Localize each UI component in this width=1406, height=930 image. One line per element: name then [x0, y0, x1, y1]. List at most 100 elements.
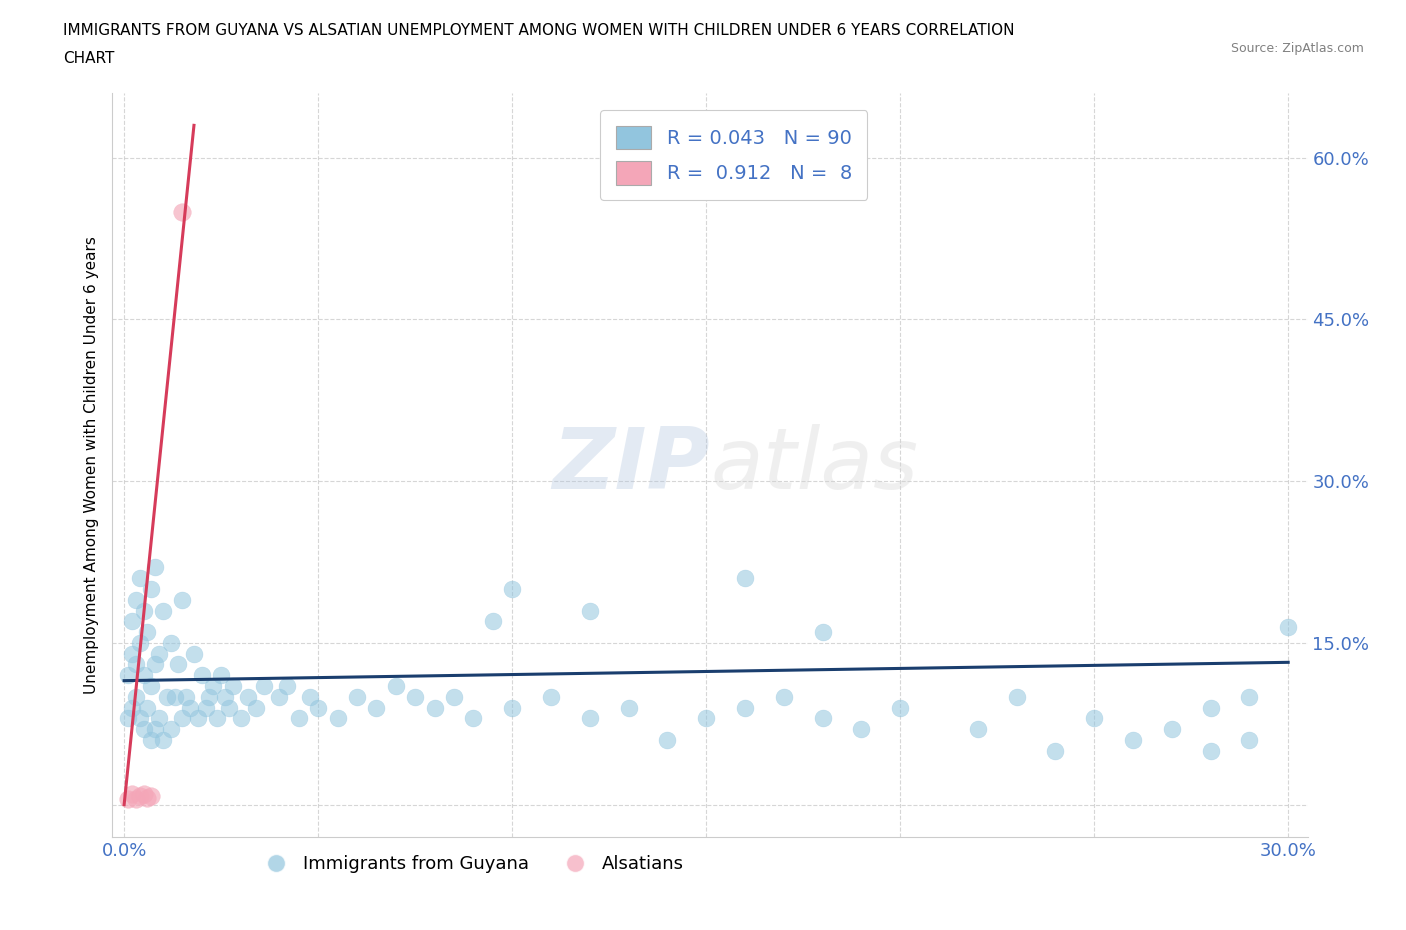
Point	[132, 668, 155, 683]
Point	[125, 657, 148, 671]
Point	[889, 700, 911, 715]
Point	[136, 700, 159, 715]
Text: IMMIGRANTS FROM GUYANA VS ALSATIAN UNEMPLOYMENT AMONG WOMEN WITH CHILDREN UNDER : IMMIGRANTS FROM GUYANA VS ALSATIAN UNEMP…	[63, 23, 1015, 38]
Point	[287, 711, 309, 725]
Point	[121, 787, 143, 802]
Point	[222, 679, 245, 694]
Point	[209, 668, 232, 683]
Point	[404, 689, 426, 704]
Point	[148, 711, 170, 725]
Point	[152, 733, 174, 748]
Point	[269, 689, 291, 704]
Text: ZIP: ZIP	[553, 423, 710, 507]
Point	[143, 560, 166, 575]
Point	[443, 689, 465, 704]
Point	[117, 711, 139, 725]
Text: CHART: CHART	[63, 51, 115, 66]
Point	[1083, 711, 1105, 725]
Point	[578, 604, 600, 618]
Point	[148, 646, 170, 661]
Text: atlas: atlas	[710, 423, 918, 507]
Point	[121, 700, 143, 715]
Point	[481, 614, 503, 629]
Point	[463, 711, 485, 725]
Point	[117, 791, 139, 806]
Point	[128, 571, 150, 586]
Point	[136, 625, 159, 640]
Point	[117, 668, 139, 683]
Point	[540, 689, 562, 704]
Point	[156, 689, 179, 704]
Point	[253, 679, 276, 694]
Point	[734, 571, 756, 586]
Point	[501, 581, 523, 596]
Y-axis label: Unemployment Among Women with Children Under 6 years: Unemployment Among Women with Children U…	[83, 236, 98, 694]
Point	[141, 789, 163, 804]
Point	[121, 614, 143, 629]
Point	[132, 722, 155, 737]
Point	[159, 635, 181, 650]
Point	[501, 700, 523, 715]
Point	[245, 700, 267, 715]
Point	[194, 700, 217, 715]
Point	[326, 711, 349, 725]
Point	[190, 668, 212, 683]
Point	[141, 581, 163, 596]
Point	[159, 722, 181, 737]
Point	[1122, 733, 1144, 748]
Point	[772, 689, 794, 704]
Point	[136, 790, 159, 805]
Point	[179, 700, 201, 715]
Point	[966, 722, 988, 737]
Point	[207, 711, 229, 725]
Point	[152, 604, 174, 618]
Point	[121, 646, 143, 661]
Point	[1045, 743, 1067, 758]
Point	[366, 700, 388, 715]
Point	[187, 711, 209, 725]
Point	[163, 689, 186, 704]
Point	[851, 722, 873, 737]
Point	[125, 689, 148, 704]
Point	[143, 657, 166, 671]
Text: Source: ZipAtlas.com: Source: ZipAtlas.com	[1230, 42, 1364, 55]
Point	[1005, 689, 1028, 704]
Point	[132, 604, 155, 618]
Point	[183, 646, 205, 661]
Point	[695, 711, 717, 725]
Point	[128, 789, 150, 804]
Point	[125, 592, 148, 607]
Point	[132, 787, 155, 802]
Point	[202, 679, 225, 694]
Point	[1199, 700, 1222, 715]
Point	[214, 689, 236, 704]
Point	[346, 689, 368, 704]
Point	[141, 733, 163, 748]
Point	[578, 711, 600, 725]
Point	[238, 689, 260, 704]
Point	[172, 205, 194, 219]
Point	[1160, 722, 1182, 737]
Point	[734, 700, 756, 715]
Point	[1199, 743, 1222, 758]
Point	[218, 700, 240, 715]
Point	[423, 700, 446, 715]
Point	[128, 711, 150, 725]
Point	[1277, 619, 1299, 634]
Point	[811, 625, 834, 640]
Point	[307, 700, 329, 715]
Point	[617, 700, 640, 715]
Point	[276, 679, 298, 694]
Point	[1239, 733, 1261, 748]
Legend: Immigrants from Guyana, Alsatians: Immigrants from Guyana, Alsatians	[252, 847, 690, 880]
Point	[172, 711, 194, 725]
Point	[125, 791, 148, 806]
Point	[172, 592, 194, 607]
Point	[174, 689, 197, 704]
Point	[384, 679, 406, 694]
Point	[141, 679, 163, 694]
Point	[167, 657, 190, 671]
Point	[811, 711, 834, 725]
Point	[1239, 689, 1261, 704]
Point	[143, 722, 166, 737]
